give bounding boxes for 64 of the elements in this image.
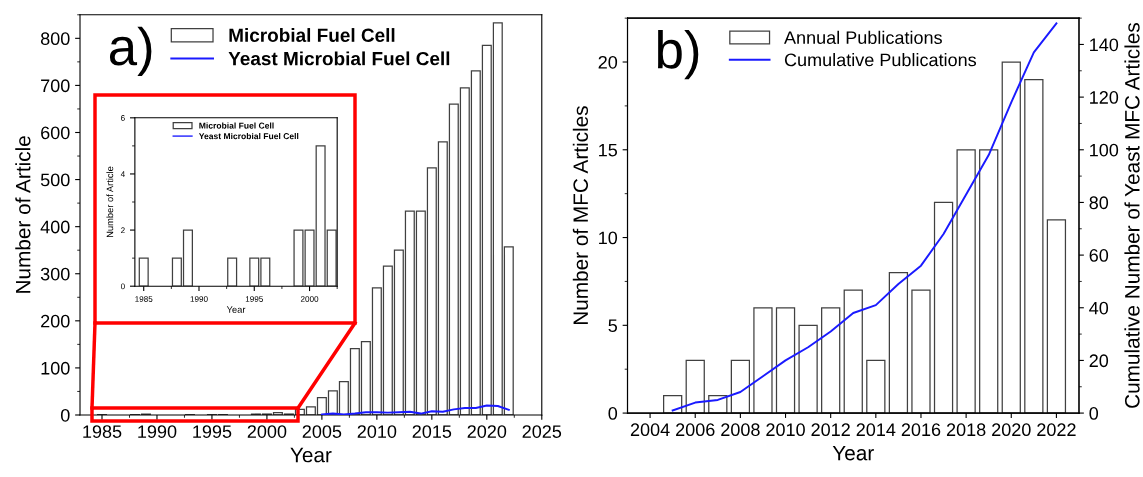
y-tick-label: 15 — [599, 143, 618, 157]
annotation: a) — [109, 26, 152, 76]
y-tick-label: 10 — [599, 231, 618, 245]
x-tick-label: 2000 — [300, 296, 319, 302]
legend-label: Microbial Fuel Cell — [199, 122, 274, 129]
x-tick-label: 2012 — [811, 423, 850, 437]
x-tick-label: 2016 — [901, 423, 941, 437]
legend-label: Cumulative Publications — [784, 53, 977, 67]
x-tick-label: 2018 — [946, 423, 986, 437]
y2-tick-label: 40 — [1089, 301, 1109, 315]
y-axis-title: Number of Article — [106, 166, 114, 238]
y-tick-label: 600 — [41, 126, 70, 140]
x-tick-label: 2000 — [247, 425, 287, 438]
x-tick-label: 1995 — [245, 296, 263, 302]
legend-label: Yeast Microbial Fuel Cell — [228, 51, 450, 66]
x-axis-title: Year — [832, 445, 874, 461]
y-axis-title: Number of MFC Articles — [572, 106, 589, 325]
y-tick-label: 2 — [121, 227, 125, 234]
y-tick-label: 700 — [41, 79, 70, 93]
y-tick-label: 800 — [40, 32, 70, 46]
x-tick-label: 1990 — [138, 425, 177, 438]
x-tick-label: 2010 — [766, 423, 805, 437]
x-tick-label: 2010 — [357, 425, 397, 438]
y-tick-label: 300 — [40, 267, 70, 281]
x-axis-title: Year — [226, 306, 246, 313]
y-tick-label: 20 — [598, 55, 618, 69]
y-tick-label: 100 — [41, 361, 70, 375]
y-tick-label: 4 — [120, 171, 125, 177]
x-tick-label: 2015 — [412, 425, 452, 438]
x-tick-label: 1985 — [135, 296, 153, 302]
y2-tick-label: 20 — [1089, 354, 1109, 368]
y-tick-label: 400 — [40, 220, 70, 234]
y-tick-label: 200 — [41, 314, 70, 328]
y-tick-label: 500 — [40, 173, 70, 187]
x-tick-label: 2004 — [630, 423, 670, 437]
x-tick-label: 1990 — [190, 296, 208, 302]
x-axis-title: Year — [290, 447, 332, 463]
y2-tick-label: 0 — [1089, 407, 1099, 420]
y-tick-label: 0 — [608, 407, 618, 420]
y-tick-label: 0 — [120, 283, 125, 290]
x-tick-label: 2005 — [302, 425, 342, 438]
y2-tick-label: 80 — [1089, 196, 1109, 210]
y2-tick-label: 120 — [1090, 91, 1119, 104]
legend-label: Annual Publications — [784, 30, 942, 45]
y2-tick-label: 100 — [1090, 143, 1119, 157]
legend-label: Yeast Microbial Fuel Cell — [198, 132, 299, 140]
annotation: b) — [658, 29, 699, 80]
x-tick-label: 2006 — [676, 423, 715, 437]
x-tick-label: 1995 — [193, 425, 232, 438]
y-tick-label: 0 — [60, 408, 70, 422]
y2-tick-label: 60 — [1089, 249, 1109, 262]
y2-axis-title: Cumulative Number of Yeast MFC Articles — [1124, 23, 1140, 408]
y-axis-title: Number of Article — [15, 136, 31, 293]
x-tick-label: 2020 — [467, 425, 507, 438]
y-tick-label: 5 — [608, 319, 618, 333]
x-tick-label: 2008 — [721, 423, 760, 437]
y2-tick-label: 140 — [1090, 38, 1119, 52]
x-tick-label: 1985 — [83, 425, 122, 438]
x-tick-label: 2014 — [856, 423, 896, 437]
x-tick-label: 2022 — [1037, 423, 1076, 437]
x-tick-label: 2020 — [992, 423, 1031, 437]
legend-label: Microbial Fuel Cell — [229, 28, 395, 42]
x-tick-label: 2025 — [522, 425, 562, 438]
y-tick-label: 6 — [121, 115, 125, 121]
